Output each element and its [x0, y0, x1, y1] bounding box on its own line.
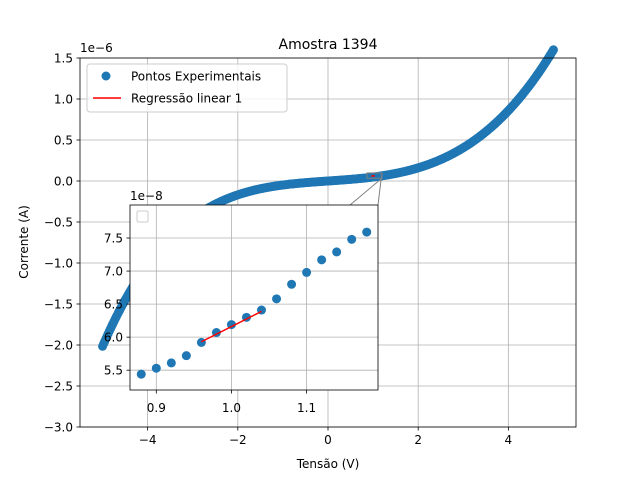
- y-tick-label: −2.5: [44, 379, 73, 393]
- y-tick-label: 1.5: [54, 51, 73, 65]
- inset-data-point: [332, 247, 342, 257]
- inset-x-tick-label: 1.0: [222, 401, 241, 415]
- inset-y-tick-label: 6.5: [104, 297, 123, 311]
- y-tick-label: 1.0: [54, 92, 73, 106]
- legend-frame: [86, 63, 288, 113]
- main-ticks: −4 −2 0 2 4 −3.0 −2.5 −2.0 −1.5 −1.0 −0.5 0.0 0.5 1.0…: [44, 51, 512, 447]
- inset-y-tick-label: 5.5: [104, 363, 123, 377]
- inset-data-point: [302, 267, 312, 277]
- inset-data-point: [196, 337, 206, 347]
- y-tick-label: −1.5: [44, 297, 73, 311]
- inset-ticks: 0.9 1.0 1.1 5.5 6.0 6.5 7.0 7.5: [104, 231, 316, 415]
- legend-label-scatter: Pontos Experimentais: [131, 70, 261, 84]
- inset-data-point: [287, 279, 297, 289]
- inset-y-tick-label: 7.5: [104, 231, 123, 245]
- x-tick-label: 2: [414, 433, 422, 447]
- legend-marker-scatter: [101, 71, 111, 81]
- x-tick-label: 0: [324, 433, 332, 447]
- inset-data-point: [362, 227, 372, 237]
- x-tick-label: −2: [229, 433, 247, 447]
- inset-data-point: [272, 294, 282, 304]
- data-point: [548, 45, 558, 55]
- inset-y-tick-label: 6.0: [104, 330, 123, 344]
- y-tick-label: −0.5: [44, 215, 73, 229]
- inset-x-tick-label: 1.1: [297, 401, 316, 415]
- inset-axes: 0.9 1.0 1.1 5.5 6.0 6.5 7.0 7.5 1e−8: [104, 189, 379, 415]
- inset-data-point: [136, 369, 146, 379]
- y-axis-label: Corrente (A): [17, 205, 31, 279]
- inset-data-point: [347, 234, 357, 244]
- y-tick-label: 0.5: [54, 133, 73, 147]
- inset-data-point: [151, 363, 161, 373]
- inset-gridlines: [130, 205, 378, 390]
- inset-series-layer: [136, 227, 372, 379]
- x-tick-label: 4: [505, 433, 513, 447]
- y-tick-label: −1.0: [44, 256, 73, 270]
- inset-empty-legend: [136, 210, 149, 223]
- inset-frame: [129, 204, 379, 391]
- inset-y-scale-offset: 1e−8: [130, 189, 163, 203]
- inset-data-point: [226, 320, 236, 330]
- y-tick-label: −3.0: [44, 420, 73, 434]
- y-tick-label: −2.0: [44, 338, 73, 352]
- inset-regression-line: [201, 310, 262, 343]
- inset-data-point: [181, 351, 191, 361]
- y-tick-label: 0.0: [54, 174, 73, 188]
- inset-data-point: [166, 358, 176, 368]
- inset-x-tick-label: 0.9: [147, 401, 166, 415]
- legend: Pontos Experimentais Regressão linear 1: [86, 63, 288, 113]
- x-tick-label: −4: [139, 433, 157, 447]
- inset-data-point: [317, 255, 327, 265]
- x-axis-label: Tensão (V): [296, 457, 360, 471]
- legend-label-line: Regressão linear 1: [131, 92, 242, 106]
- chart-title: Amostra 1394: [279, 37, 378, 53]
- inset-y-tick-label: 7.0: [104, 264, 123, 278]
- y-scale-offset: 1e−6: [80, 41, 113, 55]
